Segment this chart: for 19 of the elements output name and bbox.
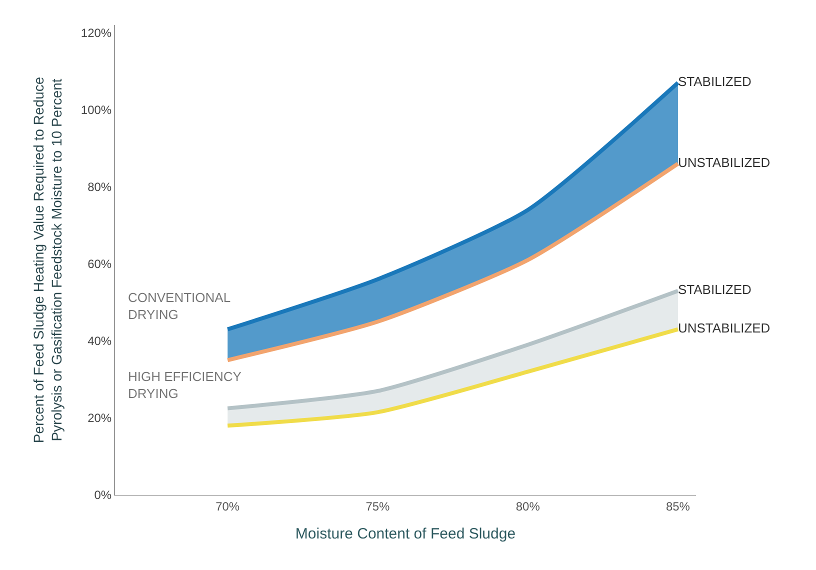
y-tick-label: 20% xyxy=(88,411,112,426)
x-tick-label: 80% xyxy=(516,499,540,514)
x-tick-label: 70% xyxy=(216,499,240,514)
annotation: CONVENTIONAL DRYING xyxy=(128,290,231,322)
annotation: HIGH EFFICIENCY DRYING xyxy=(128,369,242,401)
y-tick-label: 60% xyxy=(88,257,112,272)
y-tick-label: 40% xyxy=(88,334,112,348)
series-label: STABILIZED xyxy=(678,74,752,90)
y-tick-label: 100% xyxy=(80,102,112,117)
x-axis-title: Moisture Content of Feed Sludge xyxy=(295,525,516,542)
y-axis-title: Percent of Feed Sludge Heating Value Required to Reduce Pyrolysis or Gasification Feedstock Moisture to 10 Percent xyxy=(30,76,64,444)
series-label: STABILIZED xyxy=(678,282,752,298)
x-tick-label: 75% xyxy=(366,499,390,514)
y-tick-label: 80% xyxy=(88,180,112,194)
series-label: UNSTABILIZED xyxy=(678,320,770,336)
series-label: UNSTABILIZED xyxy=(678,154,770,170)
y-tick-label: 120% xyxy=(80,26,112,40)
x-tick-label: 85% xyxy=(666,499,690,514)
y-tick-label: 0% xyxy=(94,488,112,502)
